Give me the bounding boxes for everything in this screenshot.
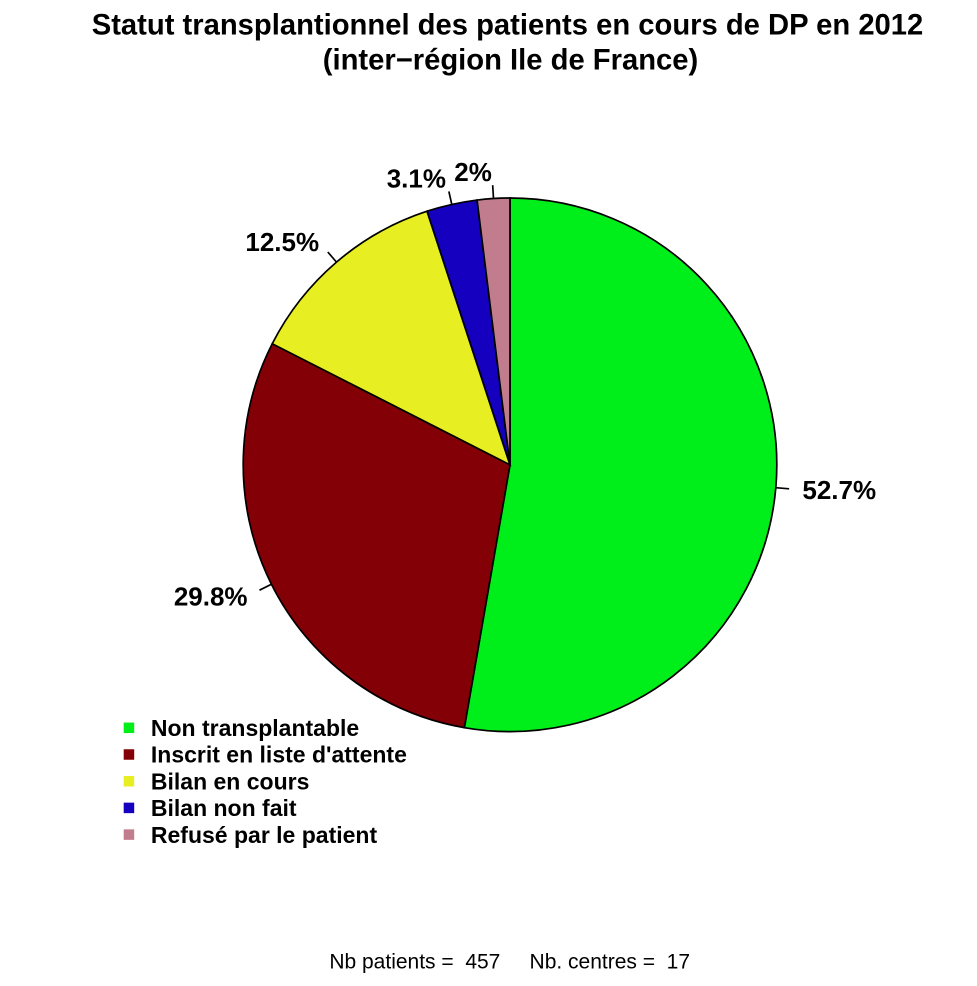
svg-text:3.1%: 3.1% (387, 164, 446, 194)
svg-text:12.5%: 12.5% (245, 227, 319, 257)
svg-text:Statut transplantionnel des pa: Statut transplantionnel des patients en … (92, 9, 924, 41)
svg-text:29.8%: 29.8% (174, 581, 248, 611)
svg-text:2%: 2% (454, 157, 492, 187)
svg-text:Refusé par le patient: Refusé par le patient (151, 822, 378, 848)
svg-text:Bilan non fait: Bilan non fait (151, 795, 297, 821)
svg-text:Nb patients = 457 Nb. cen: Nb patients = 457 Nb. centres = 17 (329, 951, 690, 974)
svg-text:52.7%: 52.7% (802, 475, 876, 505)
svg-text:Bilan en cours: Bilan en cours (151, 768, 309, 794)
svg-text:Inscrit en liste d'attente: Inscrit en liste d'attente (151, 742, 407, 768)
svg-text:Non transplantable: Non transplantable (151, 715, 359, 741)
svg-text:(inter−région Ile de France): (inter−région Ile de France) (323, 45, 698, 77)
